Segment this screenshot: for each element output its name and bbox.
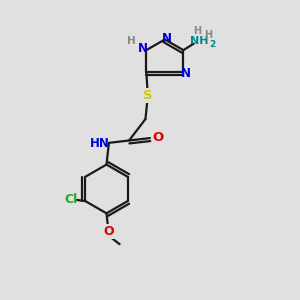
Text: N: N	[138, 42, 148, 56]
Text: NH: NH	[190, 36, 208, 46]
Text: N: N	[162, 32, 172, 45]
Text: H: H	[205, 30, 213, 40]
Text: H: H	[193, 26, 201, 36]
Text: N: N	[181, 67, 191, 80]
Text: H: H	[127, 36, 136, 46]
Text: Cl: Cl	[64, 193, 77, 206]
Text: 2: 2	[209, 40, 215, 49]
Text: O: O	[153, 131, 164, 144]
Text: S: S	[143, 89, 153, 102]
Text: O: O	[103, 225, 114, 238]
Text: HN: HN	[89, 137, 109, 150]
